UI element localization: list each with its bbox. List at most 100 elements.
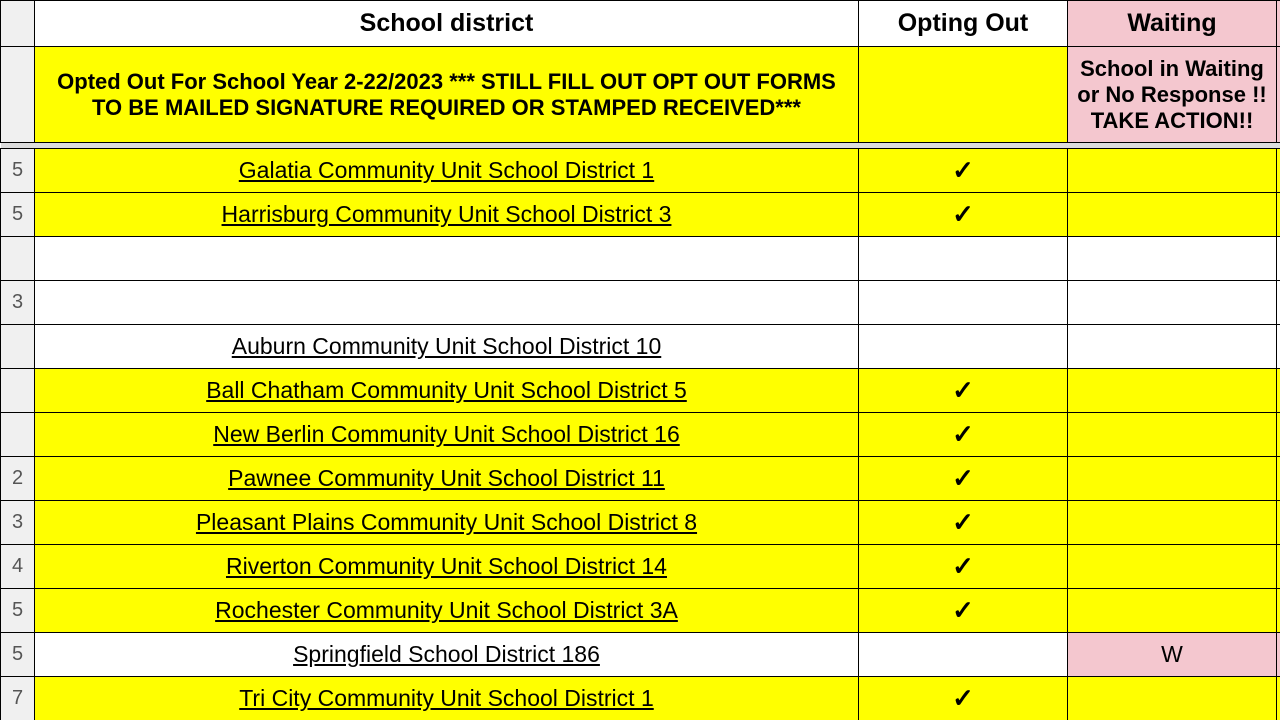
opting-cell[interactable] xyxy=(859,237,1068,281)
stub-cell xyxy=(1277,545,1280,589)
table-row: Ball Chatham Community Unit School Distr… xyxy=(1,369,1280,413)
rownum-value: 5 xyxy=(12,643,23,665)
district-name: Pleasant Plains Community Unit School Di… xyxy=(196,509,697,535)
check-icon: ✓ xyxy=(952,551,974,581)
stub-cell xyxy=(1277,193,1280,237)
district-cell[interactable]: Springfield School District 186 xyxy=(35,633,859,677)
header-district[interactable]: School district xyxy=(35,1,859,47)
opting-cell[interactable]: ✓ xyxy=(859,149,1068,193)
district-name: Harrisburg Community Unit School Distric… xyxy=(222,201,672,227)
rownum-cell xyxy=(1,325,35,369)
district-name: Riverton Community Unit School District … xyxy=(226,553,667,579)
rownum-value: 5 xyxy=(12,599,23,621)
district-name: Tri City Community Unit School District … xyxy=(239,685,654,711)
district-name: Rochester Community Unit School District… xyxy=(215,597,678,623)
rownum-cell: 5 xyxy=(1,149,35,193)
rownum-value: 3 xyxy=(12,511,23,533)
header-waiting[interactable]: Waiting xyxy=(1068,1,1277,47)
check-icon: ✓ xyxy=(952,463,974,493)
opting-cell[interactable]: ✓ xyxy=(859,193,1068,237)
opting-cell[interactable] xyxy=(859,281,1068,325)
district-cell[interactable]: Tri City Community Unit School District … xyxy=(35,677,859,720)
rownum-cell xyxy=(1,413,35,457)
table-row: 3 Pleasant Plains Community Unit School D… xyxy=(1,501,1280,545)
district-cell[interactable]: Riverton Community Unit School District … xyxy=(35,545,859,589)
waiting-cell[interactable] xyxy=(1068,281,1277,325)
check-icon: ✓ xyxy=(952,595,974,625)
stub-cell xyxy=(1277,281,1280,325)
subheader-district-text: Opted Out For School Year 2-22/2023 *** … xyxy=(57,69,836,120)
waiting-cell[interactable] xyxy=(1068,501,1277,545)
check-icon: ✓ xyxy=(952,155,974,185)
waiting-cell[interactable] xyxy=(1068,413,1277,457)
district-cell[interactable]: New Berlin Community Unit School Distric… xyxy=(35,413,859,457)
table-row xyxy=(1,237,1280,281)
opting-cell[interactable] xyxy=(859,633,1068,677)
header-stub xyxy=(1277,1,1280,47)
waiting-cell[interactable] xyxy=(1068,457,1277,501)
table-row: Auburn Community Unit School District 10 xyxy=(1,325,1280,369)
district-cell[interactable]: Rochester Community Unit School District… xyxy=(35,589,859,633)
waiting-cell[interactable] xyxy=(1068,149,1277,193)
rownum-subheader xyxy=(1,47,35,143)
rownum-cell: 5 xyxy=(1,589,35,633)
district-cell[interactable]: Pawnee Community Unit School District 11 xyxy=(35,457,859,501)
waiting-cell[interactable] xyxy=(1068,325,1277,369)
waiting-cell[interactable] xyxy=(1068,677,1277,720)
stub-cell xyxy=(1277,325,1280,369)
waiting-cell[interactable] xyxy=(1068,545,1277,589)
header-waiting-label: Waiting xyxy=(1127,9,1216,37)
waiting-cell[interactable] xyxy=(1068,237,1277,281)
waiting-cell[interactable] xyxy=(1068,193,1277,237)
rownum-cell: 2 xyxy=(1,457,35,501)
district-cell[interactable]: Auburn Community Unit School District 10 xyxy=(35,325,859,369)
table-row: 2Pawnee Community Unit School District 1… xyxy=(1,457,1280,501)
opting-cell[interactable]: ✓ xyxy=(859,677,1068,720)
check-icon: ✓ xyxy=(952,375,974,405)
district-cell[interactable]: Harrisburg Community Unit School Distric… xyxy=(35,193,859,237)
subheader-opting[interactable] xyxy=(859,47,1068,143)
rownum-cell: 3 xyxy=(1,281,35,325)
table-row: 5 Springfield School District 186 W xyxy=(1,633,1280,677)
waiting-cell[interactable] xyxy=(1068,369,1277,413)
check-icon: ✓ xyxy=(952,683,974,713)
opting-cell[interactable]: ✓ xyxy=(859,501,1068,545)
rownum-value: 3 xyxy=(12,291,23,313)
district-name: Auburn Community Unit School District 10 xyxy=(232,333,662,359)
subheader-district[interactable]: Opted Out For School Year 2-22/2023 *** … xyxy=(35,47,859,143)
waiting-cell[interactable]: W xyxy=(1068,633,1277,677)
opting-cell[interactable]: ✓ xyxy=(859,545,1068,589)
district-cell[interactable] xyxy=(35,281,859,325)
table-row: 5Galatia Community Unit School District … xyxy=(1,149,1280,193)
stub-cell xyxy=(1277,677,1280,720)
district-name: Springfield School District 186 xyxy=(293,641,600,667)
table-row: 5 Harrisburg Community Unit School Distri… xyxy=(1,193,1280,237)
check-icon: ✓ xyxy=(952,419,974,449)
header-opting[interactable]: Opting Out xyxy=(859,1,1068,47)
header-opting-label: Opting Out xyxy=(898,9,1029,37)
opting-cell[interactable]: ✓ xyxy=(859,457,1068,501)
header-district-label: School district xyxy=(360,9,534,37)
stub-cell xyxy=(1277,149,1280,193)
rownum-value: 4 xyxy=(12,555,23,577)
rownum-cell: 7 xyxy=(1,677,35,720)
table-body: School district Opting Out Waiting Opted Ou… xyxy=(1,1,1280,720)
district-cell[interactable]: Galatia Community Unit School District 1 xyxy=(35,149,859,193)
district-cell[interactable]: Pleasant Plains Community Unit School Di… xyxy=(35,501,859,545)
district-cell[interactable]: Ball Chatham Community Unit School Distr… xyxy=(35,369,859,413)
stub-cell xyxy=(1277,501,1280,545)
waiting-cell[interactable] xyxy=(1068,589,1277,633)
subheader-waiting[interactable]: School in Waiting or No Response !! TAKE… xyxy=(1068,47,1277,143)
opting-cell[interactable]: ✓ xyxy=(859,589,1068,633)
opting-cell[interactable]: ✓ xyxy=(859,369,1068,413)
district-name: Ball Chatham Community Unit School Distr… xyxy=(206,377,687,403)
subheader-waiting-text: School in Waiting or No Response !! TAKE… xyxy=(1077,56,1266,133)
table-row: 5 Rochester Community Unit School Distric… xyxy=(1,589,1280,633)
check-icon: ✓ xyxy=(952,199,974,229)
opting-cell[interactable] xyxy=(859,325,1068,369)
check-icon: ✓ xyxy=(952,507,974,537)
waiting-value: W xyxy=(1161,641,1183,667)
district-cell[interactable] xyxy=(35,237,859,281)
opting-cell[interactable]: ✓ xyxy=(859,413,1068,457)
rownum-cell: 5 xyxy=(1,193,35,237)
